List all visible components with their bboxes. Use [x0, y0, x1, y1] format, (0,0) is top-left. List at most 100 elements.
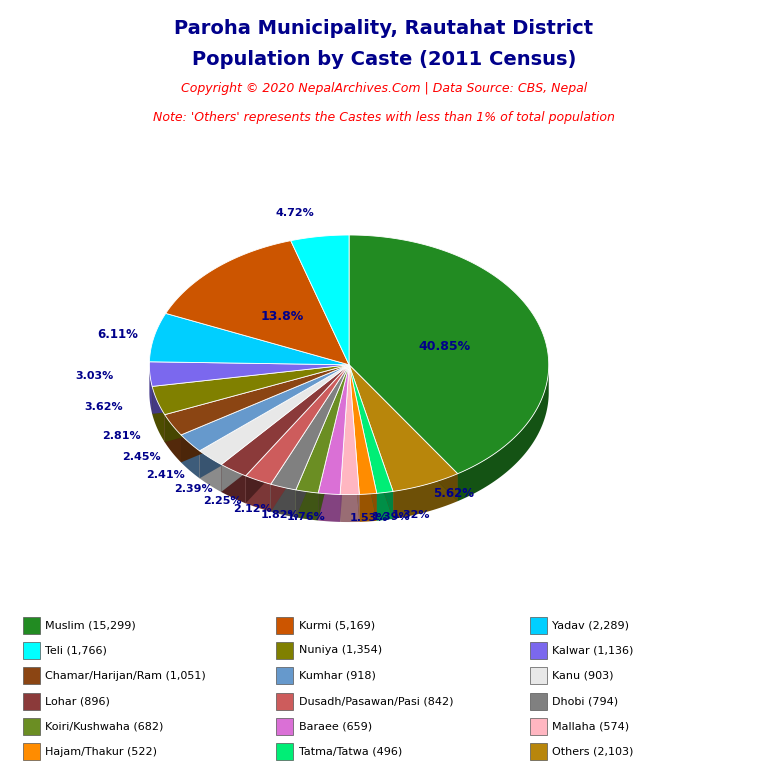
- Text: 1.53%: 1.53%: [350, 513, 388, 523]
- Polygon shape: [340, 365, 349, 522]
- Polygon shape: [296, 490, 318, 521]
- Polygon shape: [458, 365, 548, 502]
- Text: 40.85%: 40.85%: [419, 340, 471, 353]
- Polygon shape: [164, 365, 349, 442]
- Polygon shape: [221, 365, 349, 492]
- Text: 3.03%: 3.03%: [76, 371, 114, 381]
- Text: Dhobi (794): Dhobi (794): [552, 696, 618, 706]
- Polygon shape: [340, 495, 359, 522]
- Text: Dusadh/Pasawan/Pasi (842): Dusadh/Pasawan/Pasi (842): [299, 696, 453, 706]
- Text: 4.72%: 4.72%: [276, 208, 314, 218]
- Text: 3.62%: 3.62%: [84, 402, 123, 412]
- Text: 1.82%: 1.82%: [260, 509, 300, 519]
- Polygon shape: [296, 365, 349, 518]
- Text: 2.39%: 2.39%: [174, 485, 212, 495]
- Polygon shape: [318, 365, 349, 521]
- Polygon shape: [150, 362, 349, 386]
- Polygon shape: [181, 435, 200, 478]
- Polygon shape: [200, 365, 349, 478]
- Text: Koiri/Kushwaha (682): Koiri/Kushwaha (682): [45, 721, 164, 731]
- Polygon shape: [349, 365, 393, 493]
- Polygon shape: [152, 365, 349, 414]
- Polygon shape: [200, 365, 349, 478]
- Polygon shape: [291, 235, 349, 365]
- Text: Paroha Municipality, Rautahat District: Paroha Municipality, Rautahat District: [174, 19, 594, 38]
- Polygon shape: [164, 415, 181, 462]
- Text: Hajam/Thakur (522): Hajam/Thakur (522): [45, 746, 157, 756]
- Polygon shape: [318, 365, 349, 495]
- Text: Others (2,103): Others (2,103): [552, 746, 634, 756]
- Text: Kumhar (918): Kumhar (918): [299, 670, 376, 680]
- Text: Chamar/Harijan/Ram (1,051): Chamar/Harijan/Ram (1,051): [45, 670, 206, 680]
- Text: 1.76%: 1.76%: [286, 512, 326, 522]
- Polygon shape: [271, 365, 349, 511]
- Text: Kurmi (5,169): Kurmi (5,169): [299, 620, 375, 630]
- Polygon shape: [181, 365, 349, 462]
- Polygon shape: [221, 465, 246, 503]
- Text: 6.11%: 6.11%: [98, 329, 138, 341]
- Polygon shape: [181, 365, 349, 462]
- Text: 1.39%: 1.39%: [372, 512, 410, 522]
- Polygon shape: [246, 365, 349, 503]
- Polygon shape: [318, 365, 349, 521]
- Polygon shape: [200, 451, 221, 492]
- Text: Muslim (15,299): Muslim (15,299): [45, 620, 136, 630]
- Text: Yadav (2,289): Yadav (2,289): [552, 620, 629, 630]
- Text: 2.81%: 2.81%: [101, 431, 141, 441]
- Polygon shape: [349, 365, 359, 522]
- Polygon shape: [349, 365, 377, 495]
- Polygon shape: [150, 313, 349, 365]
- Text: Lohar (896): Lohar (896): [45, 696, 110, 706]
- Text: 2.45%: 2.45%: [123, 452, 161, 462]
- Polygon shape: [164, 365, 349, 442]
- Polygon shape: [349, 365, 393, 519]
- Text: Note: 'Others' represents the Castes with less than 1% of total population: Note: 'Others' represents the Castes wit…: [153, 111, 615, 124]
- Polygon shape: [149, 365, 152, 414]
- Polygon shape: [349, 365, 377, 521]
- Text: 2.12%: 2.12%: [233, 505, 271, 515]
- Text: Copyright © 2020 NepalArchives.Com | Data Source: CBS, Nepal: Copyright © 2020 NepalArchives.Com | Dat…: [181, 82, 587, 95]
- Polygon shape: [181, 365, 349, 451]
- Polygon shape: [349, 365, 393, 519]
- Text: Teli (1,766): Teli (1,766): [45, 645, 108, 655]
- Polygon shape: [340, 365, 349, 522]
- Polygon shape: [318, 493, 340, 522]
- Text: 5.62%: 5.62%: [432, 488, 474, 501]
- Polygon shape: [152, 365, 349, 415]
- Polygon shape: [246, 365, 349, 503]
- Polygon shape: [221, 365, 349, 476]
- Polygon shape: [349, 365, 458, 502]
- Polygon shape: [200, 365, 349, 465]
- Polygon shape: [359, 493, 377, 522]
- Polygon shape: [164, 365, 349, 435]
- Text: Mallaha (574): Mallaha (574): [552, 721, 629, 731]
- Text: 2.25%: 2.25%: [203, 496, 242, 506]
- Polygon shape: [152, 365, 349, 414]
- Polygon shape: [377, 492, 393, 521]
- Polygon shape: [152, 386, 164, 442]
- Polygon shape: [246, 476, 271, 511]
- Text: Baraee (659): Baraee (659): [299, 721, 372, 731]
- Polygon shape: [349, 365, 377, 521]
- Text: 2.41%: 2.41%: [146, 470, 185, 480]
- Polygon shape: [166, 240, 349, 365]
- Polygon shape: [296, 365, 349, 518]
- Text: Nuniya (1,354): Nuniya (1,354): [299, 645, 382, 655]
- Polygon shape: [271, 365, 349, 511]
- Polygon shape: [271, 365, 349, 490]
- Polygon shape: [246, 365, 349, 484]
- Text: Kanu (903): Kanu (903): [552, 670, 614, 680]
- Polygon shape: [349, 365, 458, 492]
- Polygon shape: [349, 365, 458, 502]
- Text: 1.32%: 1.32%: [392, 511, 430, 521]
- Polygon shape: [393, 474, 458, 519]
- Polygon shape: [296, 365, 349, 493]
- Polygon shape: [271, 484, 296, 518]
- Text: Tatma/Tatwa (496): Tatma/Tatwa (496): [299, 746, 402, 756]
- Text: Population by Caste (2011 Census): Population by Caste (2011 Census): [192, 50, 576, 69]
- Text: Kalwar (1,136): Kalwar (1,136): [552, 645, 634, 655]
- Polygon shape: [349, 365, 359, 522]
- Polygon shape: [221, 365, 349, 492]
- Text: 13.8%: 13.8%: [261, 310, 304, 323]
- Polygon shape: [340, 365, 359, 495]
